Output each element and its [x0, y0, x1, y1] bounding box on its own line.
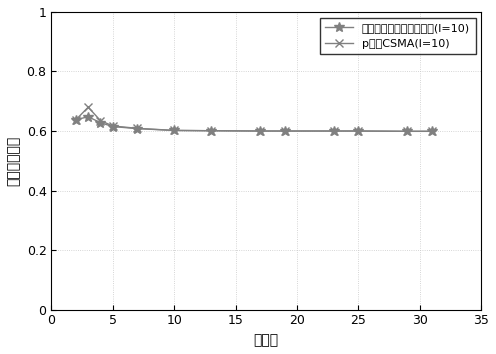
基于载波侦听的协议序列(l=10)	[134, 126, 140, 131]
基于载波侦听的协议序列(l=10)	[85, 115, 91, 119]
基于载波侦听的协议序列(l=10)	[404, 129, 410, 133]
p坚持CSMA(l=10)	[282, 129, 288, 133]
Y-axis label: 归一化吹吐率: 归一化吹吐率	[7, 136, 21, 186]
基于载波侦听的协议序列(l=10)	[110, 125, 116, 129]
p坚持CSMA(l=10)	[85, 105, 91, 109]
p坚持CSMA(l=10)	[98, 119, 104, 123]
基于载波侦听的协议序列(l=10)	[355, 129, 361, 133]
p坚持CSMA(l=10)	[73, 118, 79, 122]
基于载波侦听的协议序列(l=10)	[208, 129, 214, 133]
p坚持CSMA(l=10)	[404, 129, 410, 133]
基于载波侦听的协议序列(l=10)	[171, 128, 177, 132]
基于载波侦听的协议序列(l=10)	[73, 118, 79, 122]
p坚持CSMA(l=10)	[110, 124, 116, 128]
Line: 基于载波侦听的协议序列(l=10): 基于载波侦听的协议序列(l=10)	[71, 112, 437, 136]
基于载波侦听的协议序列(l=10)	[257, 129, 263, 133]
Line: p坚持CSMA(l=10): p坚持CSMA(l=10)	[72, 103, 436, 136]
基于载波侦听的协议序列(l=10)	[98, 121, 104, 125]
p坚持CSMA(l=10)	[355, 129, 361, 133]
p坚持CSMA(l=10)	[171, 128, 177, 132]
p坚持CSMA(l=10)	[134, 126, 140, 131]
Legend: 基于载波侦听的协议序列(l=10), p坚持CSMA(l=10): 基于载波侦听的协议序列(l=10), p坚持CSMA(l=10)	[319, 17, 476, 54]
p坚持CSMA(l=10)	[257, 129, 263, 133]
p坚持CSMA(l=10)	[429, 129, 435, 133]
基于载波侦听的协议序列(l=10)	[429, 129, 435, 133]
p坚持CSMA(l=10)	[331, 129, 337, 133]
基于载波侦听的协议序列(l=10)	[282, 129, 288, 133]
p坚持CSMA(l=10)	[208, 129, 214, 133]
基于载波侦听的协议序列(l=10)	[331, 129, 337, 133]
X-axis label: 用户数: 用户数	[253, 333, 279, 347]
